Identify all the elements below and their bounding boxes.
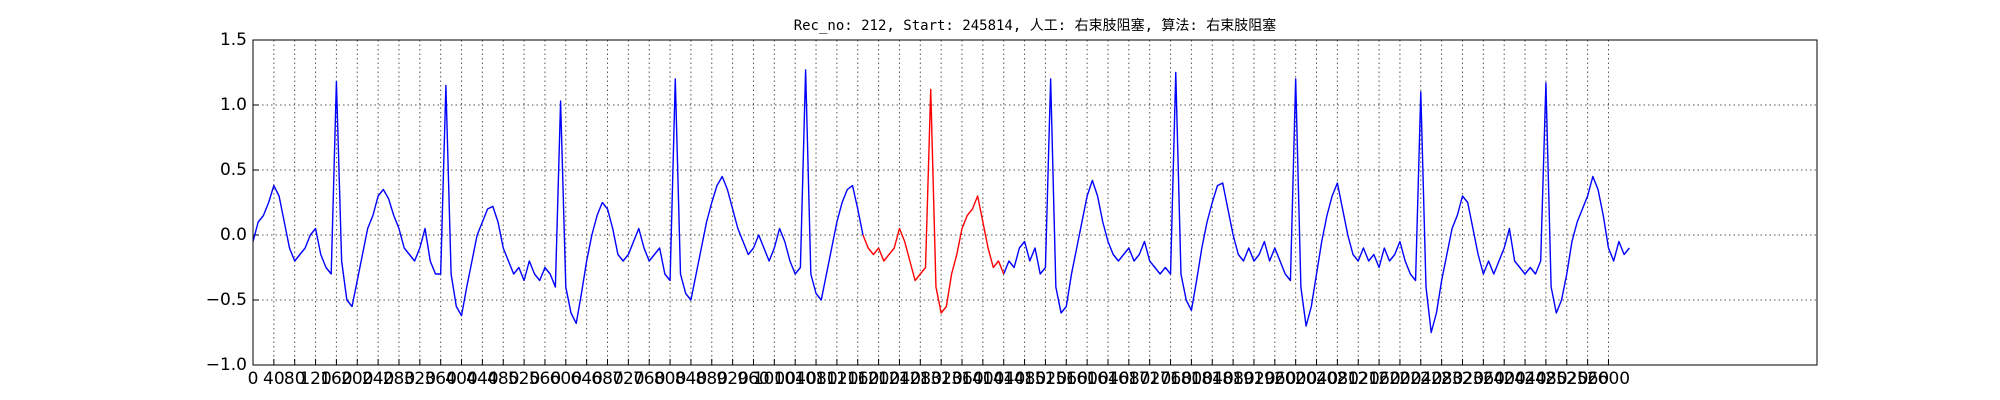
x-tick-label: 2320 (1441, 369, 1484, 389)
y-tick-label: 1.0 (220, 95, 247, 115)
x-tick-label: 360 (424, 369, 456, 389)
x-tick-label: 1080 (794, 369, 837, 389)
x-tick-label: 960 (737, 369, 769, 389)
x-tick-label: 680 (591, 369, 623, 389)
x-tick-label: 1360 (940, 369, 983, 389)
x-tick-label: 840 (675, 369, 707, 389)
x-tick-label: 200 (341, 369, 373, 389)
x-tick-label: 1000 (753, 369, 796, 389)
x-tick-label: 1560 (1045, 369, 1088, 389)
x-tick-label: 2240 (1399, 369, 1442, 389)
x-tick-label: 1680 (1107, 369, 1150, 389)
x-tick-label: 320 (404, 369, 436, 389)
y-tick-label: 0.0 (220, 225, 247, 245)
x-tick-label: 2440 (1503, 369, 1546, 389)
x-tick-label: 160 (320, 369, 352, 389)
x-tick-label: 2360 (1462, 369, 1505, 389)
series-line (252, 69, 1630, 334)
x-tick-label: 1920 (1232, 369, 1275, 389)
y-tick-label: 1.5 (220, 30, 247, 50)
x-tick-label: 760 (633, 369, 665, 389)
x-tick-label: 520 (508, 369, 540, 389)
x-tick-label: 40 (263, 369, 285, 389)
y-tick-label: −1.0 (206, 355, 247, 375)
x-tick-label: 440 (466, 369, 498, 389)
x-tick-label: 1280 (899, 369, 942, 389)
x-tick-label: 1240 (878, 369, 921, 389)
x-tick-label: 600 (550, 369, 582, 389)
x-tick-label: 560 (529, 369, 561, 389)
x-tick-label: 1800 (1170, 369, 1213, 389)
x-tick-label: 1960 (1253, 369, 1296, 389)
x-tick-label: 1440 (982, 369, 1025, 389)
x-tick-label: 2160 (1357, 369, 1400, 389)
x-tick-label: 280 (383, 369, 415, 389)
x-tick-label: 2600 (1587, 369, 1630, 389)
x-tick-label: 1600 (1066, 369, 1109, 389)
x-tick-label: 1320 (920, 369, 963, 389)
x-tick-label: 2560 (1566, 369, 1609, 389)
x-tick-label: 240 (362, 369, 394, 389)
x-tick-label: 120 (299, 369, 331, 389)
x-tick-label: 1880 (1211, 369, 1254, 389)
x-tick-label: 2520 (1545, 369, 1588, 389)
x-tick-label: 80 (284, 369, 306, 389)
x-tick-label: 720 (612, 369, 644, 389)
x-tick-label: 2200 (1378, 369, 1421, 389)
chart-title: Rec_no: 212, Start: 245814, 人工: 右束肢阻塞, 算… (794, 17, 1277, 34)
plot-frame (252, 39, 1818, 366)
x-tick-label: 1200 (857, 369, 900, 389)
y-tick-label: −0.5 (206, 290, 247, 310)
x-tick-label: 1840 (1191, 369, 1234, 389)
x-tick-label: 2120 (1337, 369, 1380, 389)
x-tick-label: 1480 (1003, 369, 1046, 389)
x-tick-label: 0 (248, 369, 259, 389)
x-tick-label: 640 (570, 369, 602, 389)
x-tick-label: 1160 (836, 369, 879, 389)
x-tick-label: 1400 (961, 369, 1004, 389)
x-tick-label: 1640 (1086, 369, 1129, 389)
x-tick-label: 480 (487, 369, 519, 389)
x-tick-label: 1040 (774, 369, 817, 389)
x-tick-label: 2000 (1274, 369, 1317, 389)
x-tick-label: 800 (654, 369, 686, 389)
x-tick-label: 2040 (1295, 369, 1338, 389)
x-tick-label: 2400 (1483, 369, 1526, 389)
x-tick-label: 2080 (1316, 369, 1359, 389)
x-tick-label: 1120 (815, 369, 858, 389)
y-tick-label: 0.5 (220, 160, 247, 180)
x-tick-label: 2280 (1420, 369, 1463, 389)
x-tick-label: 2480 (1524, 369, 1567, 389)
x-tick-label: 1720 (1128, 369, 1171, 389)
x-tick-label: 400 (445, 369, 477, 389)
x-tick-label: 1520 (1024, 369, 1067, 389)
x-tick-label: 880 (696, 369, 728, 389)
x-tick-label: 1760 (1149, 369, 1192, 389)
series-line (862, 88, 1005, 314)
x-tick-label: 920 (716, 369, 748, 389)
